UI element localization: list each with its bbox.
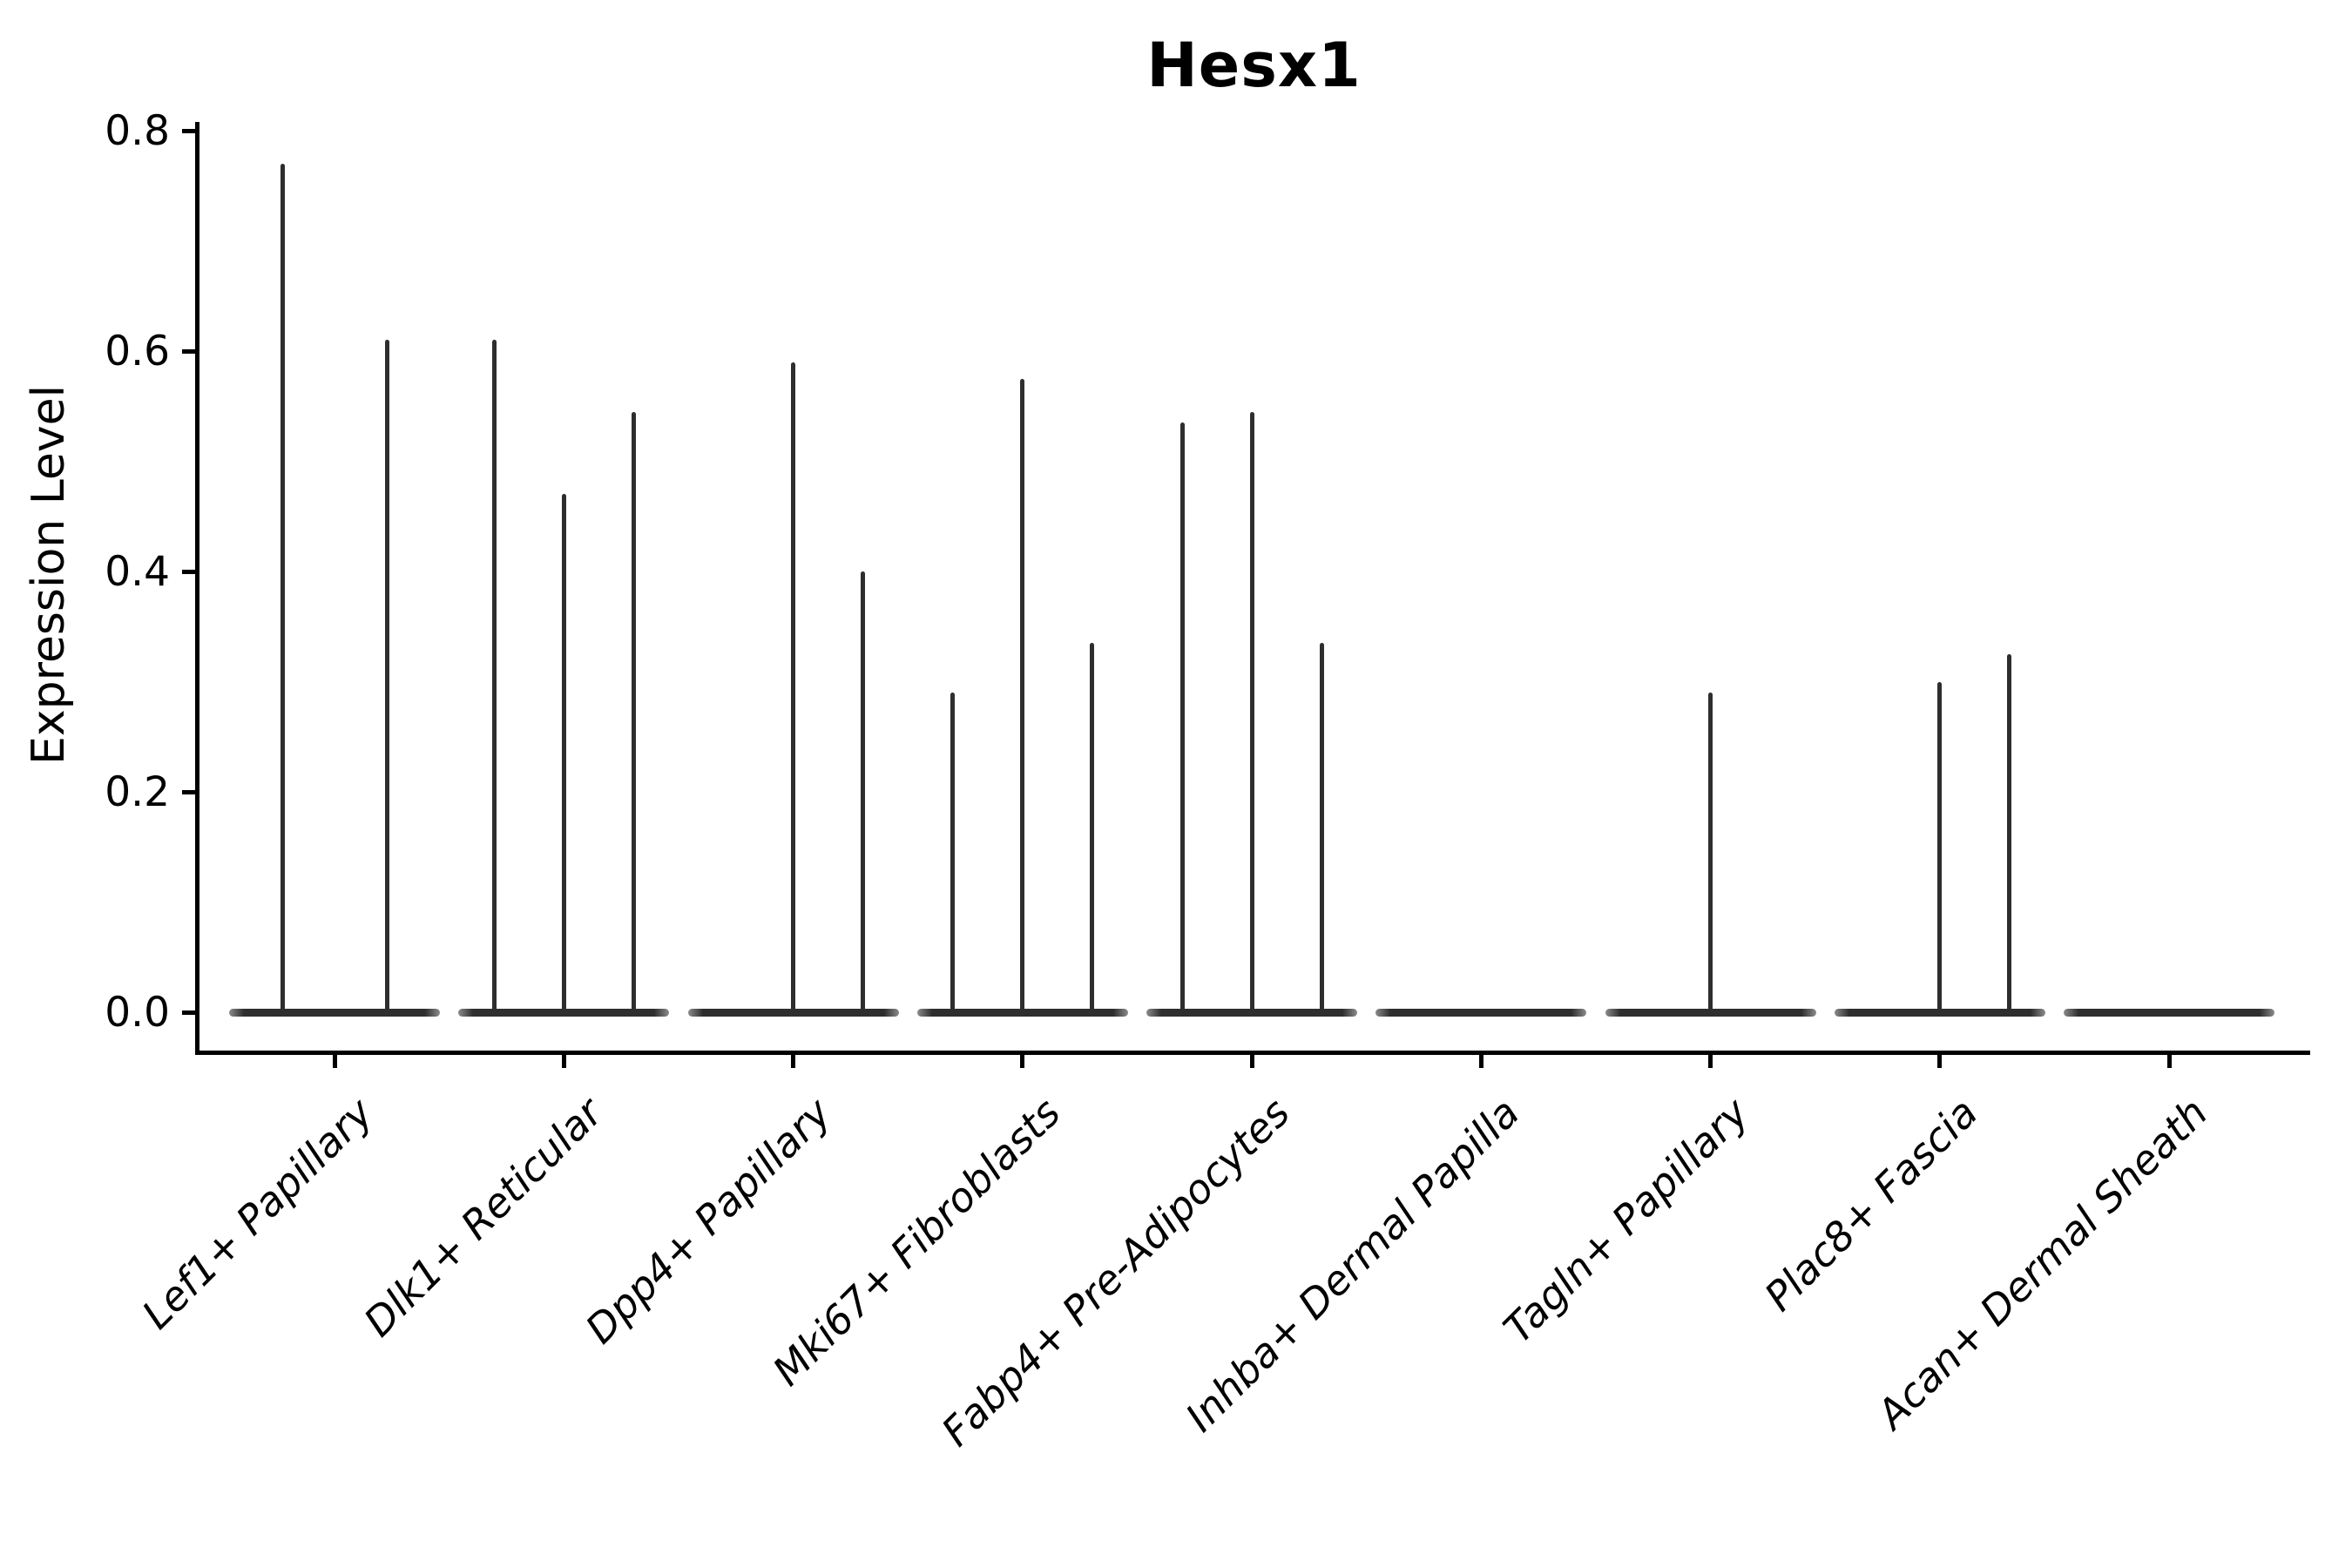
violin-spike [791, 362, 795, 1012]
x-tick-mark [561, 1052, 566, 1068]
x-tick-label: Tagln+ Papillary [1494, 1089, 1758, 1353]
violin-base [1146, 1008, 1357, 1017]
violin-base [916, 1008, 1128, 1017]
x-tick-label: Plac8+ Fascia [1755, 1089, 1987, 1321]
x-tick-label: Dlk1+ Reticular [354, 1089, 612, 1346]
y-tick-mark [182, 1010, 198, 1015]
y-tick-label: 0.4 [105, 547, 170, 596]
violin-spike [1708, 693, 1713, 1012]
x-tick-mark [1249, 1052, 1254, 1068]
violin-spike [1090, 643, 1095, 1012]
x-tick-label: Lef1+ Papillary [132, 1089, 382, 1338]
violin-base [1375, 1008, 1587, 1017]
violin-base [687, 1008, 899, 1017]
violin-base [1834, 1008, 2045, 1017]
violin-base [1605, 1008, 1816, 1017]
violin-spike [1020, 378, 1025, 1012]
x-tick-mark [2166, 1052, 2172, 1068]
x-tick-mark [791, 1052, 795, 1068]
y-tick-mark [182, 348, 198, 354]
y-tick-label: 0.0 [105, 988, 170, 1037]
violin-spike [2007, 653, 2012, 1012]
x-tick-mark [1708, 1052, 1713, 1068]
violin-base [2064, 1008, 2274, 1017]
y-tick-mark [182, 569, 198, 574]
violin-spike [491, 340, 497, 1012]
y-axis-spine [195, 122, 199, 1055]
chart-title: Hesx1 [1146, 30, 1362, 101]
violin-spike [950, 693, 956, 1012]
y-tick-label: 0.2 [105, 767, 170, 816]
x-tick-mark [1020, 1052, 1025, 1068]
x-tick-mark [1478, 1052, 1484, 1068]
y-tick-mark [182, 128, 198, 133]
violin-spike [1319, 643, 1324, 1012]
violin-spike [561, 494, 566, 1012]
violin-spike [631, 411, 636, 1012]
y-tick-label: 0.6 [105, 327, 170, 375]
y-tick-mark [182, 789, 198, 794]
violin-spike [1179, 422, 1185, 1012]
x-tick-mark [332, 1052, 337, 1068]
y-tick-label: 0.8 [105, 106, 170, 155]
violin-base [229, 1008, 440, 1017]
violin-spike [861, 571, 865, 1012]
violin-spike [1937, 681, 1943, 1012]
violin-spike [1249, 411, 1254, 1012]
x-tick-label: Dpp4+ Papillary [577, 1089, 841, 1353]
violin-base [458, 1008, 670, 1017]
violin-spike [384, 340, 389, 1012]
x-tick-mark [1937, 1052, 1943, 1068]
violin-spike [280, 163, 285, 1012]
